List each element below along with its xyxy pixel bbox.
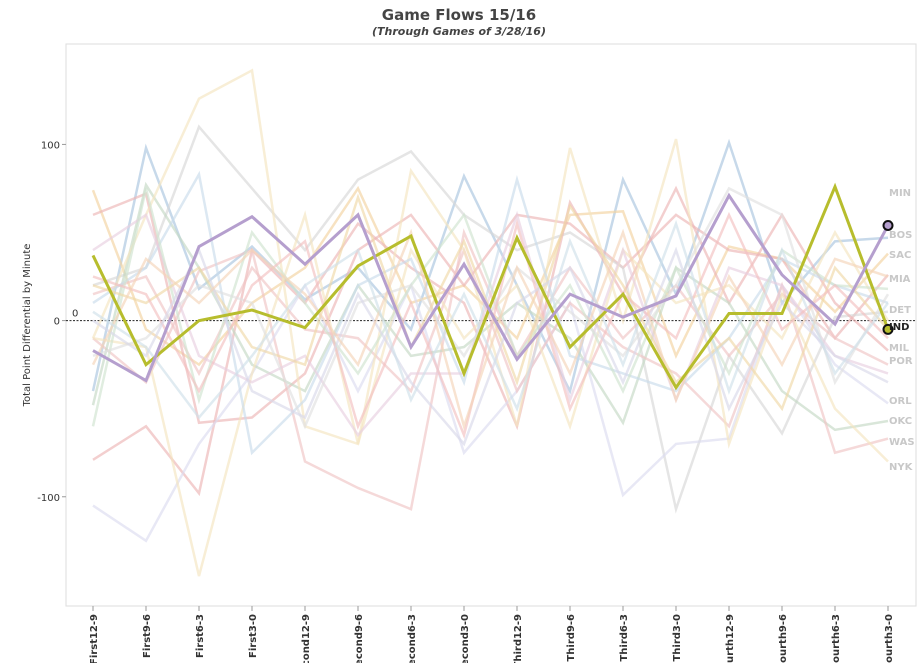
series-label-okc: OKC [889, 416, 912, 427]
series-line-mil[interactable] [92, 185, 889, 497]
chart-title: Game Flows 15/16 [381, 6, 537, 24]
series-line-orl[interactable] [92, 282, 889, 543]
x-tick-label: Second3-0 [460, 614, 471, 663]
x-tick-label: First3-0 [248, 614, 259, 658]
x-tick-label: Third9-6 [566, 614, 577, 662]
x-tick-label: Third6-3 [619, 614, 630, 662]
endpoint-marker-min[interactable] [882, 219, 894, 231]
x-tick-label: Fourth6-3 [831, 614, 842, 663]
x-tick-label: Fourth9-6 [778, 614, 789, 663]
series-label-por: POR [889, 356, 913, 367]
x-tick-label: Fourth3-0 [884, 614, 895, 663]
series-line-team-19[interactable] [92, 219, 889, 420]
series-label-mil: MIL [889, 343, 910, 354]
series-line-team-16[interactable] [92, 211, 889, 440]
series-label-bos: BOS [889, 230, 912, 241]
series-line-team-17[interactable] [92, 246, 889, 447]
series-label-orl: ORL [889, 396, 912, 407]
series-lines [91, 68, 894, 577]
x-tick-label: Second9-6 [354, 614, 365, 663]
series-line-bos[interactable] [91, 138, 889, 395]
x-tick-label: Third3-0 [672, 614, 683, 662]
series-labels: IND MIN BOS SAC MIA DET MIL POR ORL OKC WAS NYK [889, 188, 915, 473]
y-axis-label: Total Point Differential by Minute [22, 244, 33, 408]
y-tick-label: -100 [37, 493, 60, 504]
x-tick-label: Second12-9 [301, 614, 312, 663]
series-label-min: MIN [889, 188, 911, 199]
endpoint-marker-ind[interactable] [882, 323, 894, 335]
series-line-mia[interactable] [92, 192, 889, 425]
zero-line-label: 0 [72, 309, 78, 320]
series-label-ind: IND [889, 322, 909, 333]
series-line-nyk[interactable] [91, 68, 889, 463]
series-label-nyk: NYK [889, 462, 914, 473]
series-label-sac: SAC [889, 250, 911, 261]
series-line-team-12[interactable] [92, 210, 889, 438]
x-tick-label: First12-9 [89, 614, 100, 663]
x-tick-label: First9-6 [142, 614, 153, 658]
series-label-det: DET [889, 305, 911, 316]
y-tick-label: 100 [41, 140, 60, 151]
y-tick-label: 0 [54, 317, 60, 328]
series-label-mia: MIA [889, 274, 911, 285]
series-label-was: WAS [889, 437, 915, 448]
series-line-ind[interactable] [91, 182, 890, 391]
x-tick-label: Fourth12-9 [725, 614, 736, 663]
x-tick-label: First6-3 [195, 614, 206, 658]
chart-subtitle: (Through Games of 3/28/16) [372, 25, 546, 38]
series-line-min[interactable] [92, 192, 890, 383]
x-tick-label: Second6-3 [407, 614, 418, 663]
series-line-det[interactable] [92, 124, 889, 514]
x-tick-label: Third12-9 [513, 614, 524, 663]
